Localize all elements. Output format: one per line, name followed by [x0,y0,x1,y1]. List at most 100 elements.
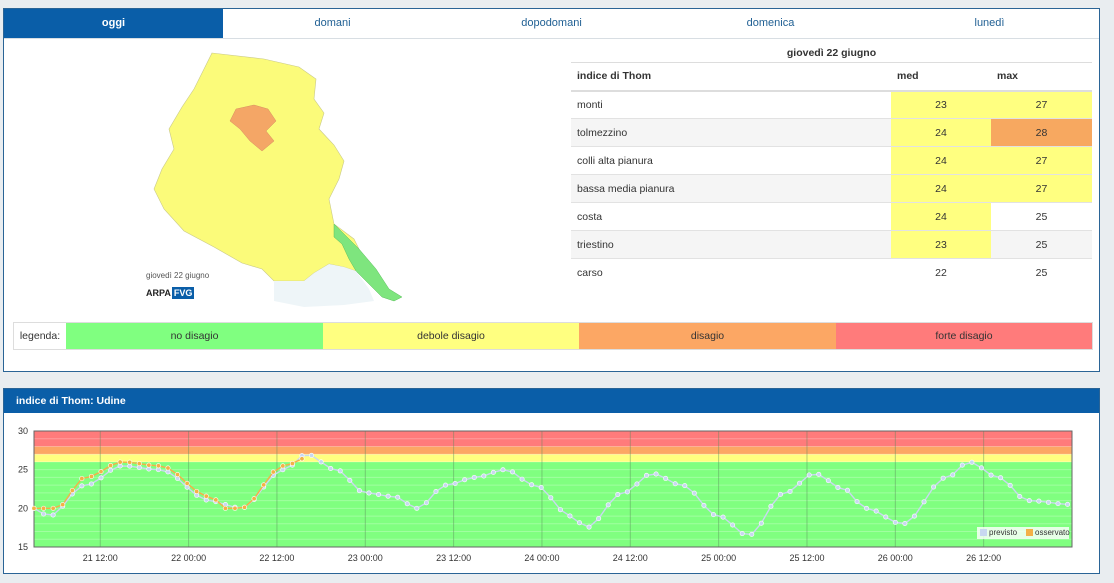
point-previsto [88,481,94,487]
legend-no-disagio: no disagio [66,323,323,349]
point-osservato [60,502,66,508]
point-previsto [969,459,975,465]
point-previsto [577,520,583,526]
point-previsto [883,514,889,520]
point-previsto [749,531,755,537]
zone-name: colli alta pianura [571,146,891,175]
point-previsto [538,485,544,491]
tab-dopodomani[interactable]: dopodomani [521,17,582,29]
point-previsto [825,478,831,484]
point-previsto [79,483,85,489]
point-osservato [165,465,171,471]
point-previsto [404,501,410,507]
point-previsto [490,469,496,475]
tab-domenica[interactable]: domenica [746,17,795,29]
map-region-orange [229,104,277,152]
point-previsto [911,513,917,519]
point-osservato [280,463,286,469]
x-tick-label: 23 00:00 [348,553,383,563]
max-value: 25 [991,230,1092,259]
point-previsto [1007,482,1013,488]
point-osservato [50,505,56,511]
point-previsto [586,524,592,530]
table-row: costa 24 25 [571,202,1092,231]
zone-name: tolmezzino [571,118,891,147]
zone-name: costa [571,202,891,231]
point-osservato [31,505,37,511]
point-osservato [108,463,114,469]
point-previsto [443,482,449,488]
med-value: 23 [891,230,991,259]
point-osservato [117,459,123,465]
point-previsto [1017,494,1023,500]
x-tick-label: 25 12:00 [789,553,824,563]
point-previsto [844,487,850,493]
point-previsto [777,491,783,497]
tab-lunedi[interactable]: lunedì [974,17,1005,29]
point-osservato [194,488,200,494]
point-previsto [873,508,879,514]
point-previsto [1026,498,1032,504]
point-osservato [242,504,248,510]
tab-domani[interactable]: domani [314,17,351,29]
table-row: monti 23 27 [571,90,1092,119]
point-previsto [414,505,420,511]
point-osservato [184,480,190,486]
point-previsto [710,512,716,518]
x-tick-label: 25 00:00 [701,553,736,563]
point-previsto [998,475,1004,481]
map-region-green [333,223,403,302]
point-osservato [41,505,47,511]
point-osservato [146,462,152,468]
point-previsto [395,494,401,500]
region-map [153,52,403,307]
point-previsto [940,475,946,481]
point-previsto [567,513,573,519]
point-osservato [69,487,75,493]
legend-label-osservato: osservato [1035,528,1070,537]
point-previsto [108,467,114,473]
point-previsto [624,489,630,495]
point-previsto [615,492,621,498]
point-osservato [79,476,85,482]
x-tick-label: 21 12:00 [83,553,118,563]
point-previsto [988,472,994,478]
tab-oggi[interactable]: oggi [4,9,223,38]
forecast-panel: oggi domani dopodomani domenica lunedì g… [3,8,1100,372]
point-previsto [797,480,803,486]
legend-debole-disagio: debole disagio [323,323,579,349]
max-value: 25 [991,202,1092,231]
point-previsto [462,477,468,483]
point-osservato [136,461,142,467]
table-row: bassa media pianura 24 27 [571,174,1092,203]
x-tick-label: 24 00:00 [524,553,559,563]
point-osservato [289,461,295,467]
point-previsto [328,466,334,472]
point-previsto [931,484,937,490]
udine-chart-panel: indice di Thom: Udine 21 12:00 22 00:00 22… [3,388,1100,574]
point-previsto [519,476,525,482]
point-previsto [433,488,439,494]
x-tick-label: 26 12:00 [966,553,1001,563]
point-previsto [347,477,353,483]
point-osservato [88,473,94,479]
thom-table: indice di Thom med max monti 23 27 tolmezzi… [571,62,1092,287]
band-1 [34,454,1072,462]
point-previsto [1065,501,1071,507]
thom-chart: 21 12:00 22 00:00 22 12:00 23 00:00 23 12:00… [18,426,1073,563]
point-previsto [768,503,774,509]
point-osservato [203,493,209,499]
header-name: indice di Thom [571,62,891,92]
point-previsto [758,520,764,526]
map-sea [274,264,374,307]
table-date: giovedì 22 giugno [786,47,877,59]
point-previsto [634,481,640,487]
point-previsto [41,511,47,517]
point-previsto [337,468,343,474]
point-previsto [950,472,956,478]
max-value: 25 [991,258,1092,287]
point-previsto [596,516,602,522]
legend: legenda: no disagio debole disagio disag… [13,322,1093,350]
day-tabs: oggi domani dopodomani domenica lunedì [4,9,1099,39]
point-previsto [366,490,372,496]
